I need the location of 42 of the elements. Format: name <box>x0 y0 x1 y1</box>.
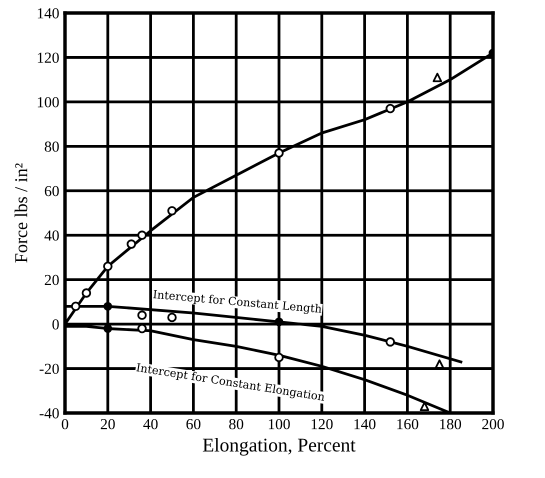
point <box>434 359 444 369</box>
point <box>137 230 147 240</box>
x-axis-title: Elongation, Percent <box>202 438 356 456</box>
x-tick-label: 20 <box>100 418 115 430</box>
y-tick-label: -40 <box>40 408 59 418</box>
y-tick-label: 0 <box>52 319 59 330</box>
y-tick-label: 40 <box>44 230 59 241</box>
point <box>82 288 92 298</box>
point <box>274 318 284 326</box>
x-tick-label: 160 <box>397 418 418 430</box>
x-tick-label: 80 <box>229 418 244 430</box>
x-tick-label: 60 <box>186 418 200 430</box>
point <box>432 72 442 82</box>
point <box>70 302 80 312</box>
x-tick-label: 40 <box>143 418 158 430</box>
y-tick-label: 120 <box>38 52 59 63</box>
annotation: Intercept for Constant Elongation <box>136 362 326 404</box>
point <box>167 312 177 322</box>
x-tick-label: 140 <box>354 418 376 430</box>
y-tick-label: -20 <box>40 364 59 374</box>
x-tick-label: 120 <box>312 418 333 430</box>
point <box>386 104 395 114</box>
x-tick-label: 200 <box>482 418 504 430</box>
y-tick-label: 140 <box>38 8 59 18</box>
point <box>420 402 430 412</box>
annotation: Intercept for Constant Length <box>153 290 322 316</box>
y-tick-label: 100 <box>38 97 59 108</box>
point <box>137 310 147 320</box>
point <box>274 352 284 362</box>
point <box>103 302 112 311</box>
point <box>126 239 136 249</box>
x-tick-label: 100 <box>268 418 290 430</box>
y-tick-label: 60 <box>44 186 59 196</box>
y-tick-label: 80 <box>44 141 59 152</box>
point <box>386 337 395 347</box>
point <box>103 262 113 272</box>
x-tick-label: 0 <box>62 418 68 430</box>
point <box>274 148 284 158</box>
y-tick-label: 20 <box>44 274 59 286</box>
x-tick-label: 180 <box>440 418 462 430</box>
y-axis-title: Force lbs / in² <box>14 163 28 263</box>
point <box>167 206 177 216</box>
